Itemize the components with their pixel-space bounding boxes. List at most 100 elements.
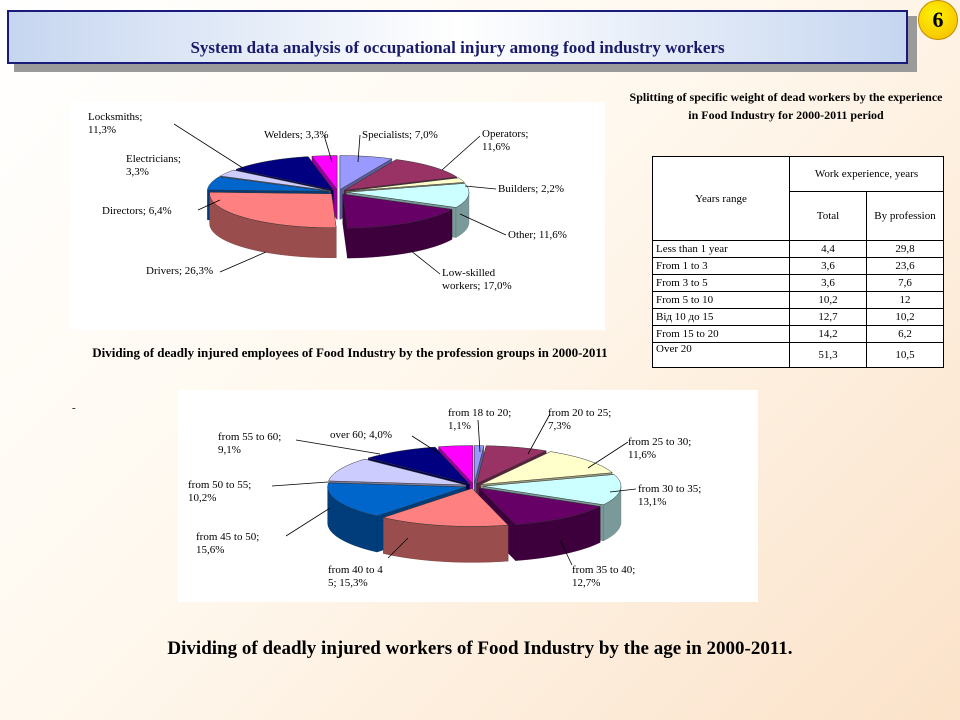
age-slice-label: from 45 to 50; 15,6% [196, 531, 259, 556]
age-leader-line [609, 488, 637, 493]
age-slice-label: from 55 to 60; 9,1% [218, 431, 281, 456]
profession-leader-line [441, 135, 481, 171]
row-range: From 3 to 5 [652, 274, 790, 292]
age-slice-label: from 50 to 55; 10,2% [188, 479, 251, 504]
row-total: 3,6 [789, 274, 867, 292]
age-slice [328, 458, 466, 486]
age-leader-line [559, 539, 573, 566]
profession-leader-line [173, 123, 247, 171]
profession-slice-label: Operators; 11,6% [482, 128, 528, 153]
table-header-row: Years range Work experience, years [652, 156, 944, 241]
age-leader-line [411, 435, 441, 455]
profession-slice [235, 156, 334, 191]
profession-slice-label: Directors; 6,4% [102, 205, 172, 217]
header-years-range: Years range [652, 156, 790, 241]
header-total: Total [789, 191, 867, 241]
profession-slice [219, 169, 331, 191]
profession-slice-label: Specialists; 7,0% [362, 129, 438, 141]
age-slice-label: over 60; 4,0% [330, 429, 392, 441]
profession-leader-line [323, 134, 333, 163]
header-work-experience: Work experience, years [789, 156, 944, 192]
profession-slice [344, 159, 458, 191]
row-total: 51,3 [789, 342, 867, 368]
age-leader-line [587, 441, 629, 469]
age-slice [382, 488, 509, 527]
profession-slice-label: Welders; 3,3% [264, 129, 329, 141]
profession-slice-label: Electricians; 3,3% [126, 153, 181, 178]
experience-table: Years range Work experience, years Total… [652, 156, 944, 368]
age-slice [367, 446, 471, 485]
row-total: 3,6 [789, 257, 867, 275]
age-slice-label: from 35 to 40; 12,7% [572, 564, 635, 589]
age-slice-label: from 40 to 4 5; 15,3% [328, 564, 383, 589]
profession-slice-label: Builders; 2,2% [498, 183, 564, 195]
table-row: Over 20 51,3 10,5 [652, 342, 944, 368]
table-row: From 15 to 20 14,2 6,2 [652, 325, 944, 343]
row-profession: 7,6 [866, 274, 944, 292]
profession-slice-label: Other; 11,6% [508, 229, 567, 241]
row-range: From 15 to 20 [652, 325, 790, 343]
age-leader-line [387, 537, 409, 559]
profession-slice-label: Locksmiths; 11,3% [88, 111, 142, 136]
row-range: Over 20 [652, 342, 790, 368]
row-profession: 6,2 [866, 325, 944, 343]
table-row: Від 10 до 15 12,7 10,2 [652, 308, 944, 326]
age-leader-line [285, 507, 331, 537]
age-slice [480, 451, 613, 485]
row-profession: 29,8 [866, 240, 944, 258]
profession-pie-chart: Specialists; 7,0% Operators; 11,6% Builders… [70, 102, 605, 330]
row-profession: 23,6 [866, 257, 944, 275]
table-row: Less than 1 year 4,4 29,8 [652, 240, 944, 258]
slide-title: System data analysis of occupational inj… [7, 10, 908, 64]
profession-leader-line [357, 134, 361, 163]
experience-table-title: Splitting of specific weight of dead wor… [629, 90, 943, 122]
profession-slice-label: Drivers; 26,3% [146, 265, 213, 277]
profession-slice [209, 192, 337, 229]
profession-slice [311, 155, 338, 191]
age-leader-line [295, 439, 381, 455]
table-subheader-row: Total By profession [653, 191, 944, 241]
profession-slice [346, 177, 465, 192]
age-slice-label: from 25 to 30; 11,6% [628, 436, 691, 461]
stray-mark: - [72, 402, 76, 414]
profession-chart-caption: Dividing of deadly injured employees of … [92, 345, 608, 360]
age-leader-line [527, 413, 551, 455]
row-profession: 10,2 [866, 308, 944, 326]
row-total: 4,4 [789, 240, 867, 258]
profession-leader-line [409, 249, 441, 275]
profession-leader-line [464, 185, 497, 190]
age-leader-line [271, 481, 329, 487]
age-leader-line [477, 419, 481, 453]
profession-slice [339, 155, 393, 190]
row-total: 12,7 [789, 308, 867, 326]
profession-leader-line [219, 251, 267, 273]
row-profession: 10,5 [866, 342, 944, 368]
profession-slice [346, 183, 470, 208]
profession-slice [342, 193, 453, 229]
row-profession: 12 [866, 291, 944, 309]
row-total: 14,2 [789, 325, 867, 343]
age-slice-label: from 18 to 20; 1,1% [448, 407, 511, 432]
row-range: From 1 to 3 [652, 257, 790, 275]
age-pie-chart: from 18 to 20; 1,1% from 20 to 25; 7,3% from… [178, 390, 758, 602]
age-slice-label: from 30 to 35; 13,1% [638, 483, 701, 508]
profession-slice [207, 176, 330, 192]
age-slice [438, 445, 474, 485]
table-row: From 1 to 3 3,6 23,6 [652, 257, 944, 275]
row-range: Less than 1 year [652, 240, 790, 258]
age-slice [474, 445, 485, 484]
header-by-profession: By profession [866, 191, 944, 241]
age-slice [482, 474, 622, 506]
row-total: 10,2 [789, 291, 867, 309]
profession-leader-line [459, 213, 507, 236]
row-range: Від 10 до 15 [652, 308, 790, 326]
age-slice-label: from 20 to 25; 7,3% [548, 407, 611, 432]
profession-slice-label: Low-skilled workers; 17,0% [442, 267, 512, 292]
age-chart-caption: Dividing of deadly injured workers of Fo… [167, 638, 793, 659]
age-slice [476, 445, 547, 485]
age-slice [327, 482, 466, 517]
table-row: From 5 to 10 10,2 12 [652, 291, 944, 309]
page-number-badge: 6 [918, 0, 958, 40]
age-slice [478, 487, 601, 525]
row-range: From 5 to 10 [652, 291, 790, 309]
